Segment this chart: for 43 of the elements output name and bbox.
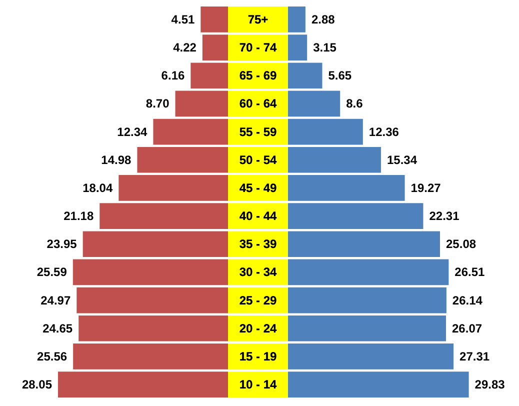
data-label: 26.51 [454, 265, 486, 280]
y-tick-label: 25 - 29 [239, 293, 278, 308]
data-label: 19.27 [410, 180, 442, 195]
data-label: 28.05 [22, 378, 52, 392]
data-label: 3.15 [313, 40, 337, 55]
data-label: 21.18 [64, 209, 94, 224]
data-label: 5.65 [328, 68, 352, 83]
data-label: 12.34 [117, 124, 148, 139]
y-tick-label: 65 - 69 [239, 68, 278, 83]
data-label: 23.95 [46, 237, 78, 252]
data-label: 8.70 [146, 96, 170, 111]
y-tick-label: 20 - 24 [239, 321, 278, 336]
y-tick-label: 50 - 54 [239, 152, 278, 167]
data-label: 26.07 [452, 321, 482, 336]
data-label: 24.65 [42, 321, 73, 336]
data-label: 24.97 [40, 293, 71, 308]
y-tick-label: 10 - 14 [239, 378, 278, 392]
data-label: 4.22 [173, 40, 197, 55]
data-label: 26.14 [452, 293, 483, 308]
data-label: 29.83 [474, 378, 506, 392]
y-tick-label: 40 - 44 [239, 209, 278, 224]
data-label: 4.51 [171, 12, 195, 26]
y-tick-label: 55 - 59 [239, 124, 278, 139]
data-label: 2.88 [311, 12, 336, 26]
y-tick-label: 60 - 64 [239, 96, 278, 111]
y-tick-label: 15 - 19 [239, 349, 278, 364]
data-label: 25.08 [446, 237, 476, 252]
data-label: 14.98 [101, 152, 132, 167]
y-tick-label: 45 - 49 [239, 180, 278, 195]
y-tick-label: 75+ [248, 12, 268, 26]
bar [288, 6, 306, 32]
data-label: 18.04 [82, 180, 113, 195]
y-tick-label: 35 - 39 [239, 237, 278, 252]
data-label: 15.34 [386, 152, 418, 167]
data-label: 8.6 [346, 96, 364, 111]
data-label: 6.16 [161, 68, 185, 83]
y-tick-label: 70 - 74 [239, 40, 278, 55]
data-label: 22.31 [429, 209, 460, 224]
data-label: 25.56 [37, 349, 68, 364]
data-label: 27.31 [460, 349, 490, 364]
data-label: 25.59 [36, 265, 68, 280]
y-tick-label: 30 - 34 [239, 265, 278, 280]
data-label: 12.36 [368, 124, 400, 139]
